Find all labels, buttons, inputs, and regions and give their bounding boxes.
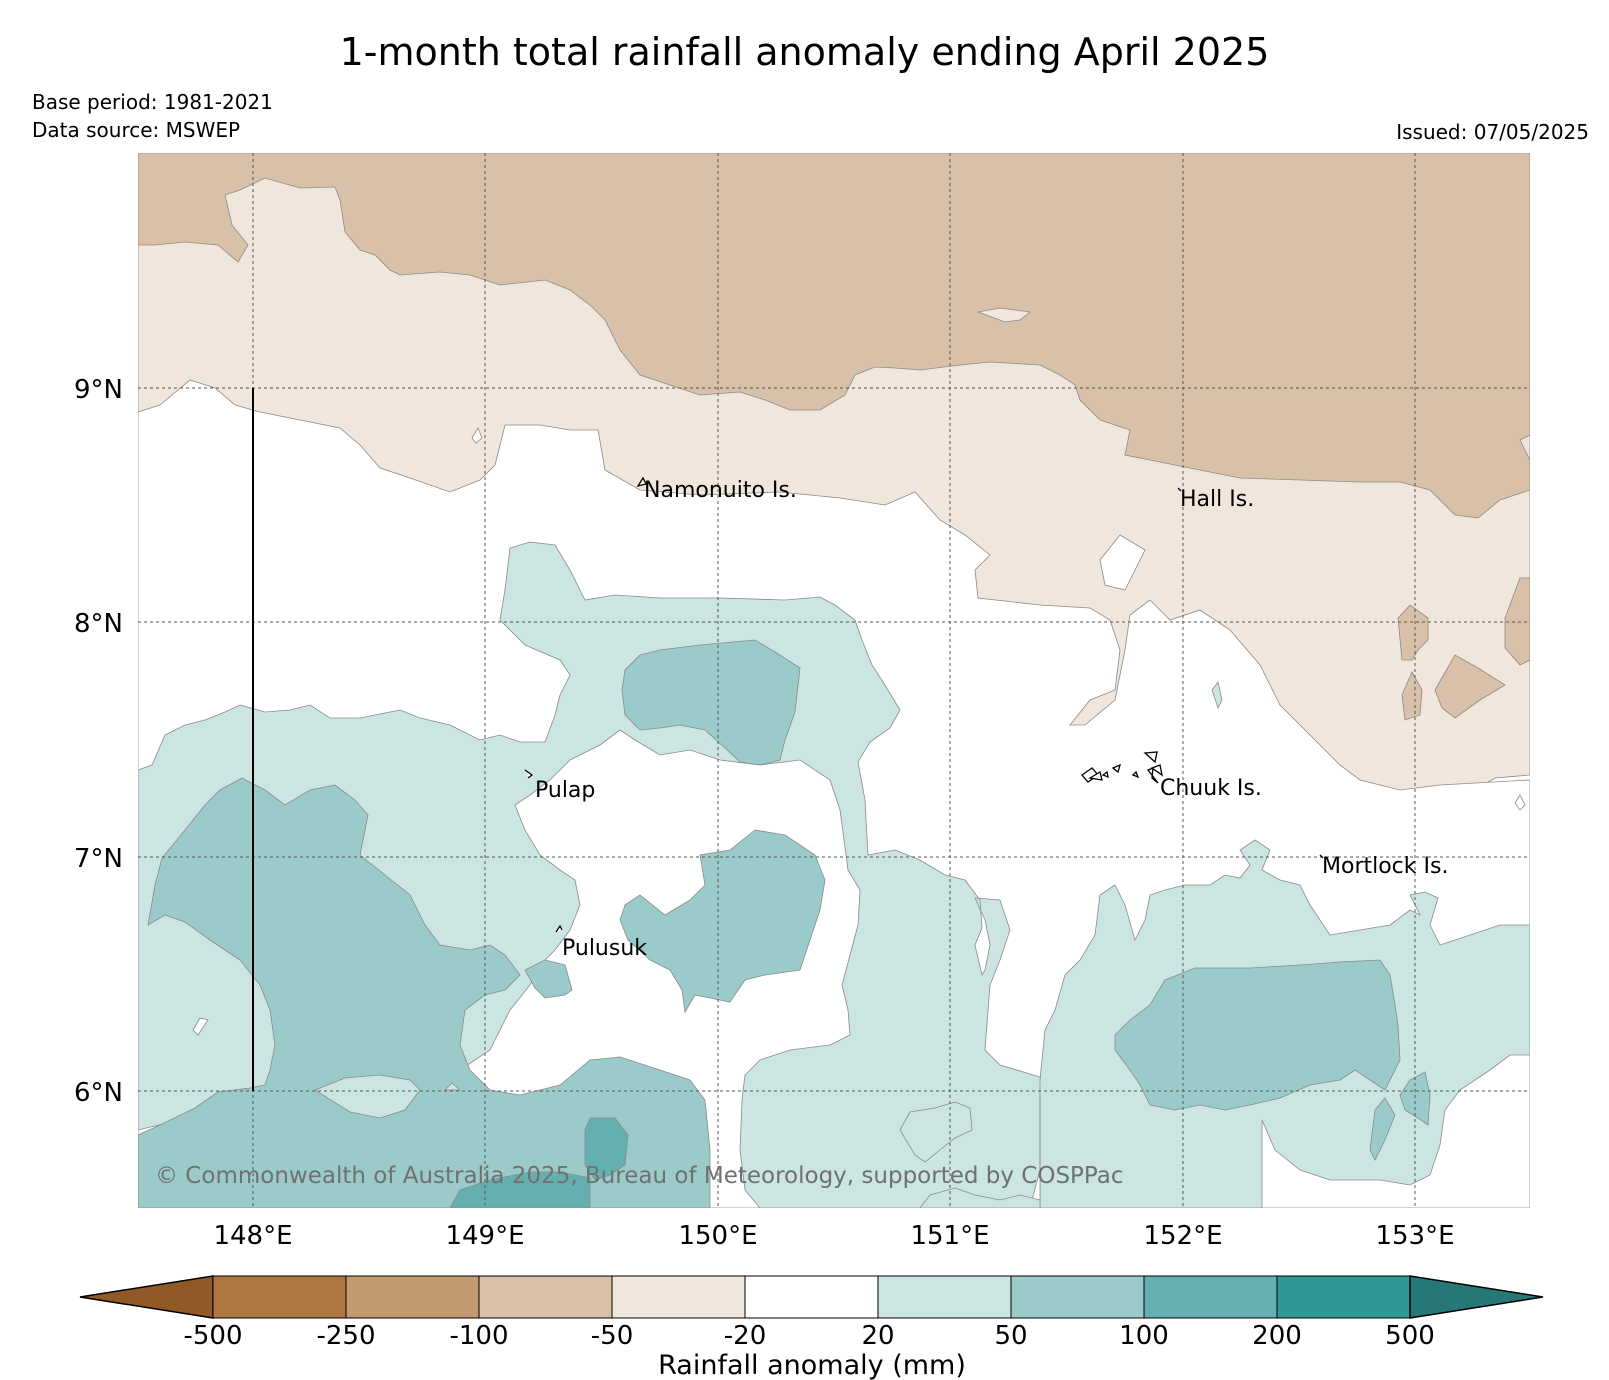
colorbar-bin: [877, 1275, 1012, 1319]
teal-medium-patch-east-2: [1399, 1071, 1431, 1126]
colorbar-tick-label: 100: [1119, 1321, 1169, 1351]
copyright-notice: © Commonwealth of Australia 2025, Bureau…: [155, 1163, 1124, 1189]
label-mortlock-is: Mortlock Is.: [1322, 854, 1448, 879]
colorbar-bin: [478, 1275, 613, 1319]
issued-date-label: Issued: 07/05/2025: [1396, 120, 1589, 144]
label-chuuk-is: Chuuk Is.: [1160, 776, 1262, 801]
lon-label-149e: 149°E: [445, 1221, 524, 1251]
colorbar-tick-label: 20: [861, 1321, 894, 1351]
base-period-label: Base period: 1981-2021: [32, 90, 273, 114]
beige-dark-region-north: [138, 153, 1530, 519]
colorbar-tick-label: 50: [994, 1321, 1027, 1351]
data-source-label: Data source: MSWEP: [32, 118, 241, 142]
beige-dark-patch-3: [1401, 671, 1423, 721]
teal-medium-region-east: [1114, 959, 1401, 1111]
lon-label-150e: 150°E: [678, 1221, 757, 1251]
colorbar-tick-label: 200: [1252, 1321, 1302, 1351]
label-pulap: Pulap: [535, 778, 595, 803]
lon-label-151e: 151°E: [910, 1221, 989, 1251]
teal-medium-blob-north: [621, 639, 801, 766]
colorbar-tick-label: -50: [591, 1321, 633, 1351]
colorbar-bin: [744, 1275, 879, 1319]
colorbar-tick-labels: -500 -250 -100 -50 -20 20 50 100 200 500: [183, 1321, 1434, 1351]
neutral-patch-north-2: [471, 427, 483, 444]
teal-medium-patch-east-1: [1369, 1097, 1396, 1161]
teal-medium-blob-small: [524, 959, 573, 999]
neutral-patch-far-east: [1514, 794, 1526, 811]
teal-medium-blob-central: [619, 829, 826, 1014]
colorbar-tick-label: -20: [724, 1321, 766, 1351]
colorbar-extend-low: [79, 1275, 214, 1319]
neutral-patch-south-east-2: [1261, 1054, 1530, 1208]
teal-light-region-west: [138, 541, 1530, 1208]
beige-dark-patch-1: [1397, 604, 1429, 661]
lon-label-148e: 148°E: [213, 1221, 292, 1251]
beige-dark-patch-2: [1434, 654, 1506, 719]
colorbar-title: Rainfall anomaly (mm): [658, 1350, 966, 1380]
colorbar-bin: [1276, 1275, 1411, 1319]
map-gridlines: [138, 153, 1530, 1208]
teal-dark-patch-south-1: [584, 1117, 629, 1181]
lon-label-153e: 153°E: [1375, 1221, 1454, 1251]
map-title: 1-month total rainfall anomaly ending Ap…: [339, 30, 1270, 74]
teal-light-patch-west: [314, 1074, 421, 1119]
lat-label-9n: 9°N: [74, 375, 123, 405]
colorbar-tick-label: -100: [449, 1321, 508, 1351]
colorbar-tick-label: -250: [316, 1321, 375, 1351]
neutral-patch-north-east: [1099, 534, 1146, 591]
colorbar-bin: [611, 1275, 746, 1319]
teal-light-patch-east-small: [1211, 681, 1223, 710]
colorbar-tick-label: 500: [1385, 1321, 1435, 1351]
teal-medium-region-west: [138, 777, 711, 1208]
colorbar: [79, 1275, 1544, 1319]
colorbar-bin: [345, 1275, 480, 1319]
label-hall-is: Hall Is.: [1180, 487, 1254, 512]
lon-label-152e: 152°E: [1143, 1221, 1222, 1251]
lat-label-6n: 6°N: [74, 1078, 123, 1108]
neutral-patch-west: [192, 1017, 209, 1036]
teal-light-patch-south: [899, 1101, 973, 1163]
lat-label-8n: 8°N: [74, 609, 123, 639]
islands: [524, 476, 1324, 933]
colorbar-bin: [1143, 1275, 1278, 1319]
colorbar-bin: [1010, 1275, 1145, 1319]
neutral-patch-north-1: [976, 307, 1031, 323]
label-namonuito-is: Namonuito Is.: [644, 478, 797, 503]
lat-label-7n: 7°N: [74, 844, 123, 874]
label-pulusuk: Pulusuk: [562, 936, 647, 961]
beige-dark-patch-4: [1504, 577, 1530, 666]
colorbar-tick-label: -500: [183, 1321, 242, 1351]
colorbar-extend-high: [1409, 1275, 1544, 1319]
neutral-patch-south-east-1: [1029, 1095, 1041, 1208]
map-plot-area: Namonuito Is. Hall Is. Pulap Chuuk Is. M…: [138, 153, 1530, 1208]
colorbar-bin: [212, 1275, 347, 1319]
teal-light-patch-west-2: [444, 1082, 462, 1091]
